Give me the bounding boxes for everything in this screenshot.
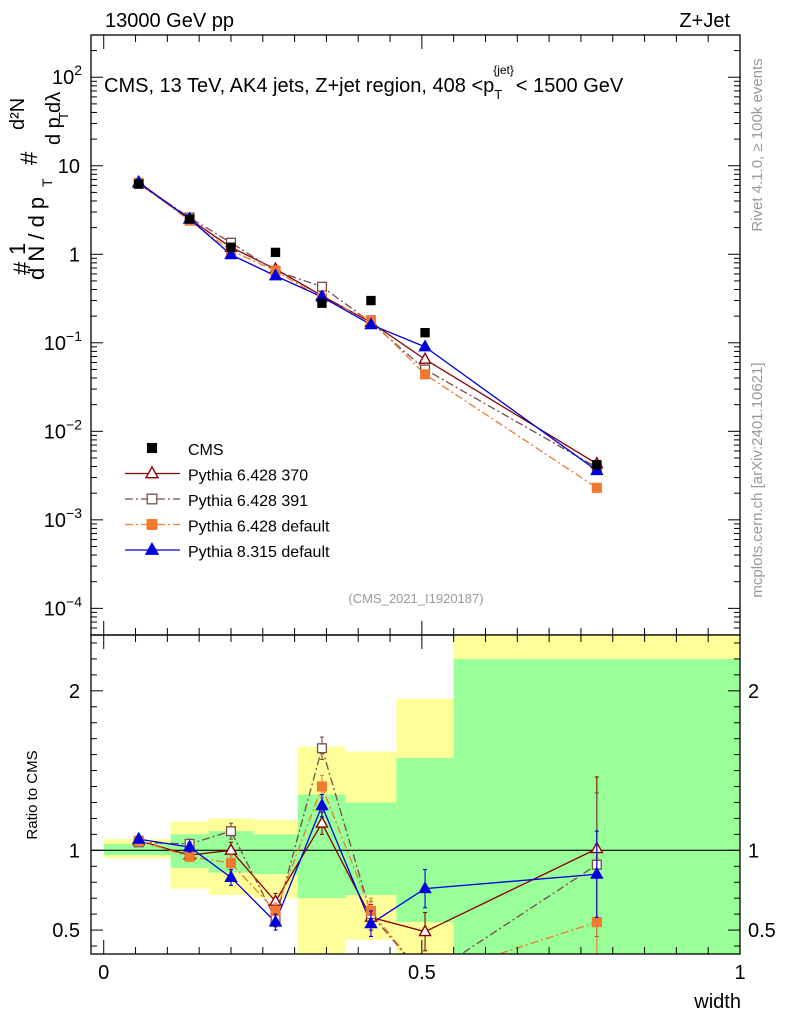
legend-marker — [146, 519, 158, 530]
legend-label: Pythia 6.428 default — [188, 519, 330, 536]
x-tick-labels: 0 0.5 1 — [98, 962, 745, 984]
ratio-line-3 — [138, 803, 597, 925]
cms-data-point — [317, 298, 327, 308]
green-band-bin — [103, 843, 171, 856]
upper-series-lines — [138, 181, 598, 489]
cms-data-point — [226, 242, 236, 252]
legend: CMS Pythia 6.428 370 Pythia 6.428 391 Pythi… — [125, 442, 330, 561]
legend-label: Pythia 6.428 391 — [188, 493, 308, 510]
ratio-marker-3 — [590, 866, 604, 879]
upper-panel — [90, 34, 741, 636]
cms-data-point — [592, 459, 602, 470]
series-marker-3 — [418, 339, 432, 352]
legend-label: Pythia 8.315 default — [188, 544, 330, 561]
header-energy-label: 13000 GeV pp — [105, 10, 234, 32]
legend-marker — [144, 541, 160, 555]
ratio-marker-1 — [225, 826, 237, 837]
y-label-denom2: d p — [43, 117, 65, 145]
lower-tick-label-left: 1 — [69, 840, 80, 862]
ratio-marker-2 — [184, 851, 195, 862]
cms-data-point — [420, 328, 430, 338]
ratio-marker-2 — [225, 858, 237, 869]
upper-tick-label: 10−3 — [44, 505, 82, 532]
upper-tick-label: 1 — [69, 244, 80, 266]
legend-label: CMS — [188, 442, 224, 459]
lower-tick-label-left: 2 — [69, 681, 80, 703]
y-label-numer: 1 — [5, 243, 30, 255]
y-label-hash-2: # — [16, 151, 43, 165]
ratio-marker-2 — [591, 917, 602, 928]
x-tick-label: 1 — [734, 962, 745, 984]
y-label-numer2: d²N — [7, 98, 29, 130]
ratio-marker-3 — [182, 839, 197, 852]
y-label-denom2-tail: dλ — [43, 92, 65, 113]
y-label-hash-1: # — [9, 261, 36, 275]
ratio-marker-3 — [268, 914, 283, 927]
ratio-marker-0 — [315, 815, 329, 828]
ratio-marker-3 — [224, 869, 238, 882]
lower-tick-label-right: 1 — [748, 840, 759, 862]
ratio-series-lines — [138, 745, 598, 954]
series-line-0 — [138, 182, 598, 465]
ratio-marker-3 — [418, 881, 432, 894]
upper-tick-label: 10−1 — [44, 328, 82, 355]
ratio-marker-2 — [316, 781, 328, 792]
cms-data-point — [366, 295, 376, 306]
series-marker-0 — [418, 351, 432, 364]
cms-data-point — [134, 179, 144, 189]
ratio-marker-0 — [418, 924, 432, 937]
lower-panel — [90, 634, 741, 955]
ratio-markers — [132, 736, 604, 954]
legend-marker — [144, 465, 160, 479]
lower-tick-label-right: 0.5 — [748, 920, 776, 942]
green-band-bin — [345, 802, 397, 895]
mcplots-source-label: mcplots.cern.ch [arXiv:2401.10621] — [749, 362, 766, 597]
upper-tick-label: 102 — [52, 62, 82, 89]
series-marker-3 — [224, 247, 238, 260]
upper-y-axis-label: # 1 d N / d p T # d²N d p T dλ — [5, 92, 71, 280]
ratio-marker-0 — [224, 842, 238, 855]
x-axis-label: width — [693, 991, 741, 1013]
cms-data-point — [270, 247, 281, 258]
legend-marker — [146, 493, 158, 505]
ratio-marker-3 — [364, 916, 378, 929]
ratio-marker-1 — [316, 743, 328, 754]
header-process-label: Z+Jet — [679, 10, 730, 32]
upper-tick-label: 10−2 — [44, 416, 82, 443]
upper-tick-label: 10 — [58, 156, 80, 178]
series-line-3 — [138, 181, 598, 472]
x-tick-label: 0 — [98, 962, 109, 984]
rivet-version-label: Rivet 4.1.0, ≥ 100k events — [749, 58, 766, 231]
lower-frame — [90, 634, 741, 955]
x-tick-label: 0.5 — [408, 962, 436, 984]
lower-tick-label-right: 2 — [748, 681, 759, 703]
ratio-marker-3 — [132, 831, 146, 844]
chart-title: CMS, 13 TeV, AK4 jets, Z+jet region, 408… — [104, 63, 624, 102]
legend-marker — [146, 442, 158, 454]
lower-tick-label-left: 0.5 — [52, 920, 80, 942]
series-marker-3 — [364, 317, 378, 330]
series-marker-3 — [268, 268, 283, 281]
series-marker-2 — [419, 369, 431, 380]
cms-data-point — [184, 214, 195, 224]
y-label-denom2-sub: T — [56, 112, 71, 120]
y-label-denom: d N / d p — [24, 197, 49, 280]
legend-label: Pythia 6.428 370 — [188, 468, 308, 485]
lower-axis-ticks — [91, 635, 741, 954]
y-label-denom-sub: T — [39, 178, 55, 187]
upper-markers — [132, 174, 604, 493]
analysis-id: (CMS_2021_I1920187) — [348, 591, 483, 606]
series-marker-2 — [591, 482, 602, 493]
ratio-y-axis-label: Ratio to CMS — [24, 750, 41, 839]
ratio-marker-3 — [315, 798, 329, 811]
series-line-1 — [138, 182, 598, 469]
series-marker-3 — [590, 463, 604, 476]
upper-axis-ticks — [91, 34, 741, 636]
ratio-line-2 — [138, 784, 598, 954]
upper-tick-label: 10−4 — [44, 593, 82, 620]
green-band-bin — [253, 834, 298, 875]
uncertainty-bands — [103, 635, 740, 954]
